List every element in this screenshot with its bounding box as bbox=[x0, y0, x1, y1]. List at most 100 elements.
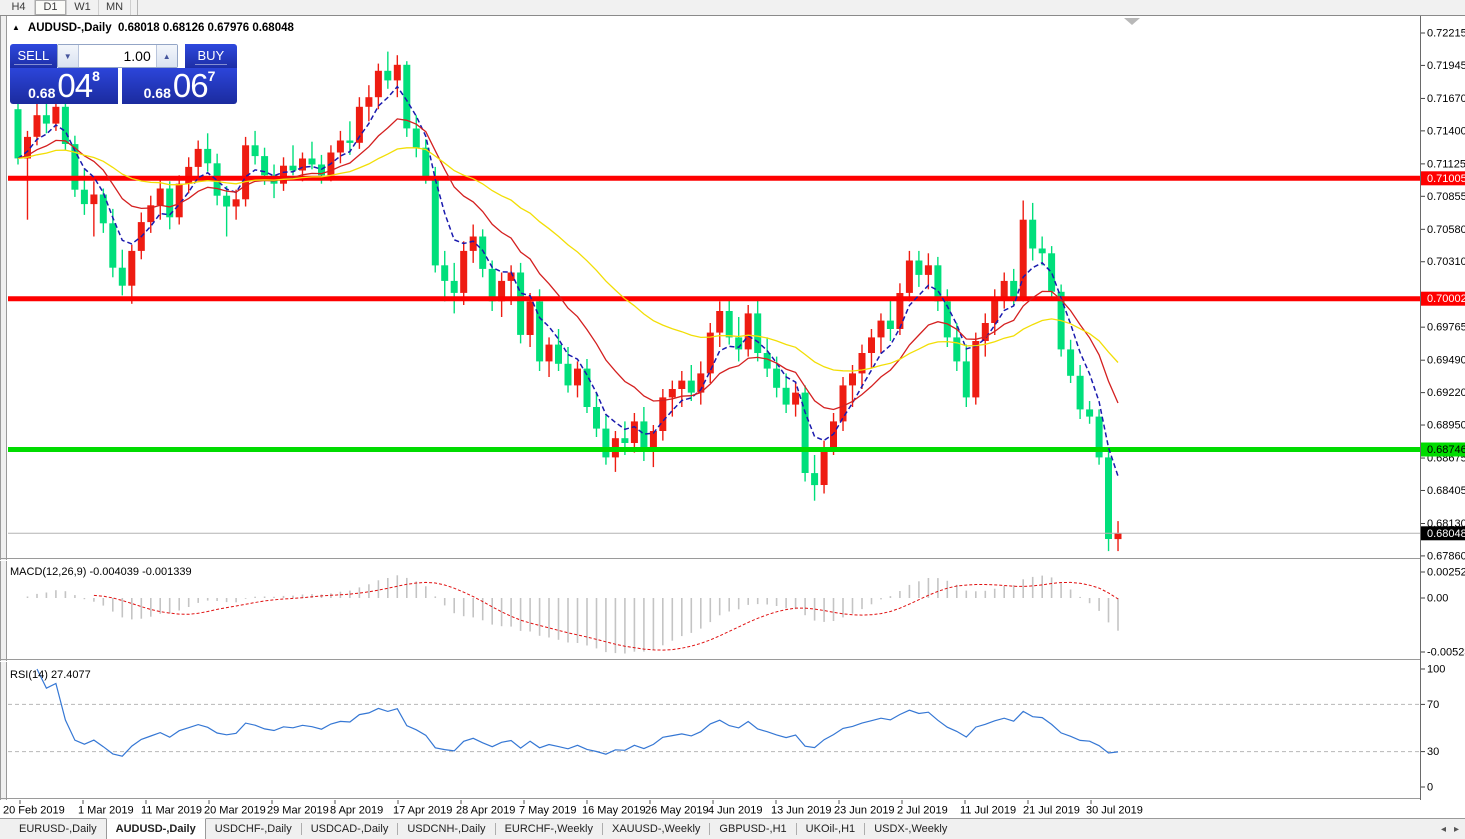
candle-up bbox=[24, 136, 31, 159]
one-click-trading-panel: SELL ▼ ▲ BUY 0.68 04 8 0.68 06 7 bbox=[10, 44, 237, 104]
candle-up bbox=[469, 236, 477, 251]
date-label: 23 Jun 2019 bbox=[834, 805, 895, 817]
sell-price-display[interactable]: 0.68 04 8 bbox=[10, 68, 118, 104]
tabs-scroll-right-icon[interactable]: ▸ bbox=[1453, 823, 1459, 835]
candle-up bbox=[706, 332, 714, 374]
price-tick-label: 0.67860 bbox=[1427, 550, 1465, 562]
tab-audusd-daily[interactable]: AUDUSD-,Daily bbox=[105, 818, 206, 839]
candle-down bbox=[251, 145, 259, 157]
buy-button-label: BUY bbox=[194, 48, 228, 65]
candle-up bbox=[185, 166, 193, 184]
chart-title-row: ▲ AUDUSD-,Daily 0.68018 0.68126 0.67976 … bbox=[12, 22, 294, 34]
candle-down bbox=[42, 115, 50, 124]
candle-down bbox=[953, 337, 961, 362]
date-label: 11 Jul 2019 bbox=[960, 805, 1016, 817]
tab-separator bbox=[709, 823, 711, 835]
sell-price-pips: 04 bbox=[57, 67, 93, 104]
date-label: 20 Feb 2019 bbox=[3, 805, 65, 817]
macd-pane[interactable] bbox=[8, 562, 1420, 658]
candle-up bbox=[972, 341, 980, 398]
candle-up bbox=[877, 320, 885, 338]
price-badge-label: 0.71005 bbox=[1427, 173, 1465, 185]
one-click-collapse-icon[interactable]: ▲ bbox=[12, 23, 20, 32]
buy-button[interactable]: BUY bbox=[184, 44, 237, 68]
tab-usdcad-daily[interactable]: USDCAD-,Daily bbox=[310, 823, 389, 835]
macd-indicator-label: MACD(12,26,9) -0.004039 -0.001339 bbox=[10, 566, 192, 578]
timeframe-button-mn[interactable]: MN bbox=[99, 0, 131, 15]
rsi-pane[interactable] bbox=[8, 662, 1420, 798]
candle-down bbox=[384, 70, 392, 81]
candle-up bbox=[33, 115, 41, 137]
date-label: 11 Mar 2019 bbox=[141, 805, 202, 817]
price-scale[interactable] bbox=[1421, 16, 1465, 800]
candle-down bbox=[80, 189, 88, 205]
date-axis[interactable] bbox=[0, 800, 1465, 818]
timeframe-button-d1[interactable]: D1 bbox=[35, 0, 67, 15]
volume-increase-button[interactable]: ▲ bbox=[155, 45, 177, 67]
candle-down bbox=[962, 361, 970, 398]
tab-eurchf-weekly[interactable]: EURCHF-,Weekly bbox=[504, 823, 593, 835]
price-tick-label: 0.70580 bbox=[1427, 224, 1465, 236]
candle-down bbox=[450, 280, 458, 293]
candle-up bbox=[858, 353, 866, 374]
candle-up bbox=[194, 148, 202, 167]
tab-usdchf-daily[interactable]: USDCHF-,Daily bbox=[214, 823, 292, 835]
price-tick-label: 0.71945 bbox=[1427, 60, 1465, 72]
tab-usdcnh-daily[interactable]: USDCNH-,Daily bbox=[407, 823, 486, 835]
date-label: 16 May 2019 bbox=[582, 805, 646, 817]
timeframe-button-w1[interactable]: W1 bbox=[67, 0, 99, 15]
rsi-line bbox=[36, 668, 1119, 757]
timeframe-button-h4[interactable]: H4 bbox=[3, 0, 35, 15]
window-frame bbox=[0, 16, 7, 818]
date-label: 30 Jul 2019 bbox=[1086, 805, 1143, 817]
candle-up bbox=[232, 199, 240, 207]
candle-up bbox=[1000, 280, 1008, 299]
candle-up bbox=[460, 250, 468, 293]
candle-up bbox=[374, 70, 382, 98]
candle-down bbox=[687, 380, 695, 393]
candle-up bbox=[128, 250, 136, 286]
date-label: 29 Mar 2019 bbox=[267, 805, 329, 817]
volume-input[interactable] bbox=[78, 45, 156, 67]
candle-down bbox=[801, 392, 809, 473]
chart-shift-marker-icon[interactable] bbox=[1124, 18, 1140, 25]
candle-up bbox=[498, 280, 506, 302]
candle-down bbox=[403, 64, 411, 129]
candle-down bbox=[14, 109, 22, 159]
price-badge bbox=[1421, 171, 1465, 186]
tab-eurusd-daily[interactable]: EURUSD-,Daily bbox=[19, 823, 97, 835]
candle-up bbox=[744, 313, 752, 350]
candle-down bbox=[289, 165, 297, 171]
buy-price-display[interactable]: 0.68 06 7 bbox=[122, 68, 237, 104]
candle-down bbox=[166, 188, 174, 218]
candle-down bbox=[915, 260, 923, 275]
candle-down bbox=[886, 320, 894, 329]
price-pane[interactable] bbox=[8, 17, 1420, 558]
price-tick-label: 0.72215 bbox=[1427, 28, 1465, 40]
price-badge bbox=[1421, 526, 1465, 541]
price-badge-label: 0.70002 bbox=[1427, 293, 1465, 305]
tab-ukoil-h1[interactable]: UKOil-,H1 bbox=[805, 823, 856, 835]
candle-up bbox=[545, 344, 553, 362]
chart-tab-bar: EURUSD-,Daily AUDUSD-,Daily USDCHF-,Daily U… bbox=[0, 818, 1465, 839]
tab-separator bbox=[397, 823, 399, 835]
tabs-scroll-left-icon[interactable]: ◂ bbox=[1440, 823, 1446, 835]
tab-xauusd-weekly[interactable]: XAUUSD-,Weekly bbox=[611, 823, 701, 835]
candle-down bbox=[1067, 349, 1075, 376]
volume-decrease-button[interactable]: ▼ bbox=[57, 45, 79, 67]
price-badge bbox=[1421, 442, 1465, 457]
date-label: 7 May 2019 bbox=[519, 805, 576, 817]
candle-up bbox=[868, 337, 875, 353]
tab-gbpusd-h1[interactable]: GBPUSD-,H1 bbox=[719, 823, 787, 835]
candle-up bbox=[52, 106, 60, 124]
sell-button[interactable]: SELL bbox=[10, 44, 57, 68]
tab-usdx-weekly[interactable]: USDX-,Weekly bbox=[874, 823, 948, 835]
candle-down bbox=[517, 272, 525, 335]
candle-up bbox=[991, 299, 999, 323]
moving-average-fast bbox=[17, 85, 1119, 477]
buy-price-pips: 06 bbox=[172, 67, 209, 104]
tab-separator bbox=[864, 823, 866, 835]
candle-up bbox=[849, 373, 856, 386]
candle-down bbox=[773, 368, 781, 388]
